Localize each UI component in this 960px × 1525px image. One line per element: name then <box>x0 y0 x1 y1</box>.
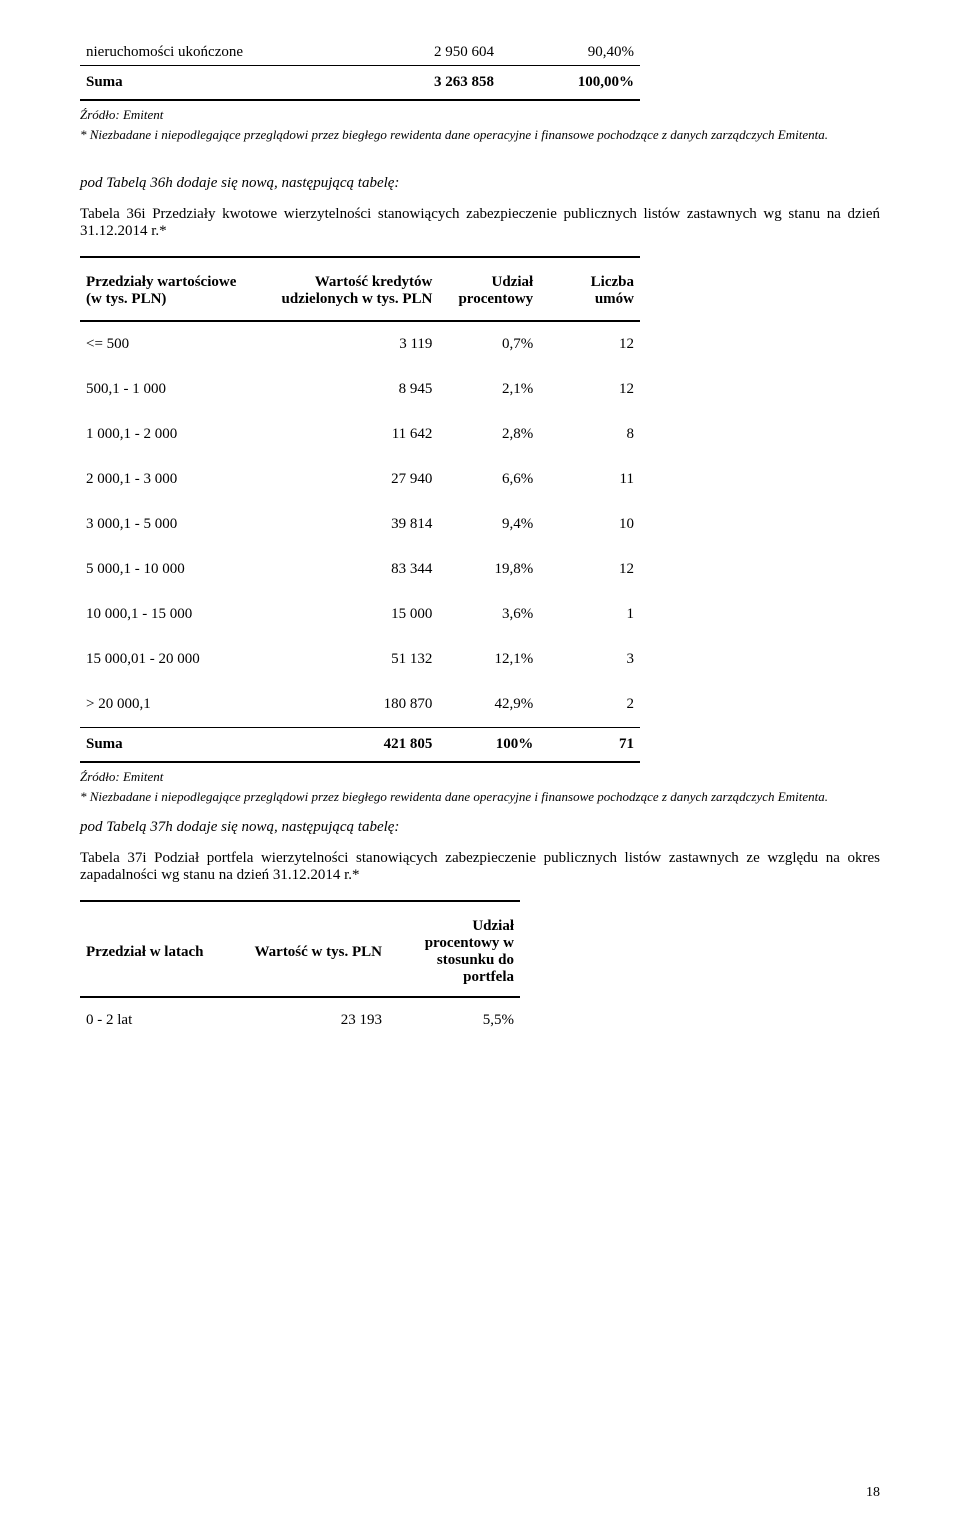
t36-h4a: Liczba <box>591 274 634 290</box>
t36-r2-c4: 8 <box>539 412 640 457</box>
t36-r1-c1: 500,1 - 1 000 <box>80 367 270 412</box>
t36-h2a: Wartość kredytów <box>315 274 433 290</box>
t36-r6-c1: 10 000,1 - 15 000 <box>80 592 270 637</box>
source-label-1: Źródło: Emitent <box>80 107 880 123</box>
t36-r1-c4: 12 <box>539 367 640 412</box>
t36-r3-c4: 11 <box>539 457 640 502</box>
t36-h1a: Przedziały wartościowe <box>86 274 236 290</box>
t36-r3-c3: 6,6% <box>438 457 539 502</box>
t36-r3-c1: 2 000,1 - 3 000 <box>80 457 270 502</box>
t36-h3a: Udział <box>492 274 534 290</box>
t36-r4-c3: 9,4% <box>438 502 539 547</box>
t36-r8-c3: 42,9% <box>438 682 539 728</box>
t36-r1-c2: 8 945 <box>270 367 438 412</box>
t36-r0-c4: 12 <box>539 321 640 367</box>
t36-r0-c1: <= 500 <box>80 321 270 367</box>
t36-r5-c2: 83 344 <box>270 547 438 592</box>
t36-h2b: udzielonych w tys. PLN <box>282 291 433 307</box>
t37-h3: Udział procentowy w stosunku do portfela <box>388 901 520 997</box>
t36-sum-c2: 421 805 <box>270 728 438 763</box>
table-37i: Przedział w latach Wartość w tys. PLN Ud… <box>80 898 520 1043</box>
top-table: nieruchomości ukończone 2 950 604 90,40%… <box>80 40 640 101</box>
caption-36: Tabela 36i Przedziały kwotowe wierzyteln… <box>80 206 880 240</box>
t36-r4-c1: 3 000,1 - 5 000 <box>80 502 270 547</box>
t36-r8-c2: 180 870 <box>270 682 438 728</box>
intro-36: pod Tabelą 36h dodaje się nową, następuj… <box>80 175 880 192</box>
t36-r2-c3: 2,8% <box>438 412 539 457</box>
t36-r6-c3: 3,6% <box>438 592 539 637</box>
table-36i: Przedziały wartościowe (w tys. PLN) Wart… <box>80 254 640 763</box>
footnote-2: * Niezbadane i niepodlegające przeglądow… <box>80 789 880 805</box>
t36-sum-c1: Suma <box>80 728 270 763</box>
source-label-2: Źródło: Emitent <box>80 769 880 785</box>
t36-r5-c1: 5 000,1 - 10 000 <box>80 547 270 592</box>
t37-r0-c2: 23 193 <box>247 997 388 1043</box>
t36-r3-c2: 27 940 <box>270 457 438 502</box>
t36-r8-c4: 2 <box>539 682 640 728</box>
t36-r4-c4: 10 <box>539 502 640 547</box>
t36-r2-c1: 1 000,1 - 2 000 <box>80 412 270 457</box>
t36-r5-c3: 19,8% <box>438 547 539 592</box>
t36-r7-c4: 3 <box>539 637 640 682</box>
t36-sum-c4: 71 <box>539 728 640 763</box>
t36-h4b: umów <box>595 291 634 307</box>
top-row-label: nieruchomości ukończone <box>80 40 360 66</box>
t36-r8-c1: > 20 000,1 <box>80 682 270 728</box>
top-sum-value: 3 263 858 <box>360 66 500 101</box>
t36-r2-c2: 11 642 <box>270 412 438 457</box>
caption-37: Tabela 37i Podział portfela wierzytelnoś… <box>80 850 880 884</box>
t36-r6-c2: 15 000 <box>270 592 438 637</box>
t36-r7-c2: 51 132 <box>270 637 438 682</box>
t36-r6-c4: 1 <box>539 592 640 637</box>
footnote-1: * Niezbadane i niepodlegające przeglądow… <box>80 127 880 143</box>
t36-r5-c4: 12 <box>539 547 640 592</box>
t37-r0-c3: 5,5% <box>388 997 520 1043</box>
t36-h1b: (w tys. PLN) <box>86 291 166 307</box>
t36-r4-c2: 39 814 <box>270 502 438 547</box>
t37-h2: Wartość w tys. PLN <box>247 901 388 997</box>
top-row-pct: 90,40% <box>500 40 640 66</box>
t36-r7-c3: 12,1% <box>438 637 539 682</box>
top-row-value: 2 950 604 <box>360 40 500 66</box>
t36-r0-c2: 3 119 <box>270 321 438 367</box>
t36-h3b: procentowy <box>458 291 533 307</box>
t36-r7-c1: 15 000,01 - 20 000 <box>80 637 270 682</box>
top-sum-label: Suma <box>80 66 360 101</box>
t37-r0-c1: 0 - 2 lat <box>80 997 247 1043</box>
t36-r0-c3: 0,7% <box>438 321 539 367</box>
t37-h1: Przedział w latach <box>80 901 247 997</box>
page-number: 18 <box>866 1485 880 1501</box>
t36-sum-c3: 100% <box>438 728 539 763</box>
intro-37: pod Tabelą 37h dodaje się nową, następuj… <box>80 819 880 836</box>
t36-r1-c3: 2,1% <box>438 367 539 412</box>
top-sum-pct: 100,00% <box>500 66 640 101</box>
